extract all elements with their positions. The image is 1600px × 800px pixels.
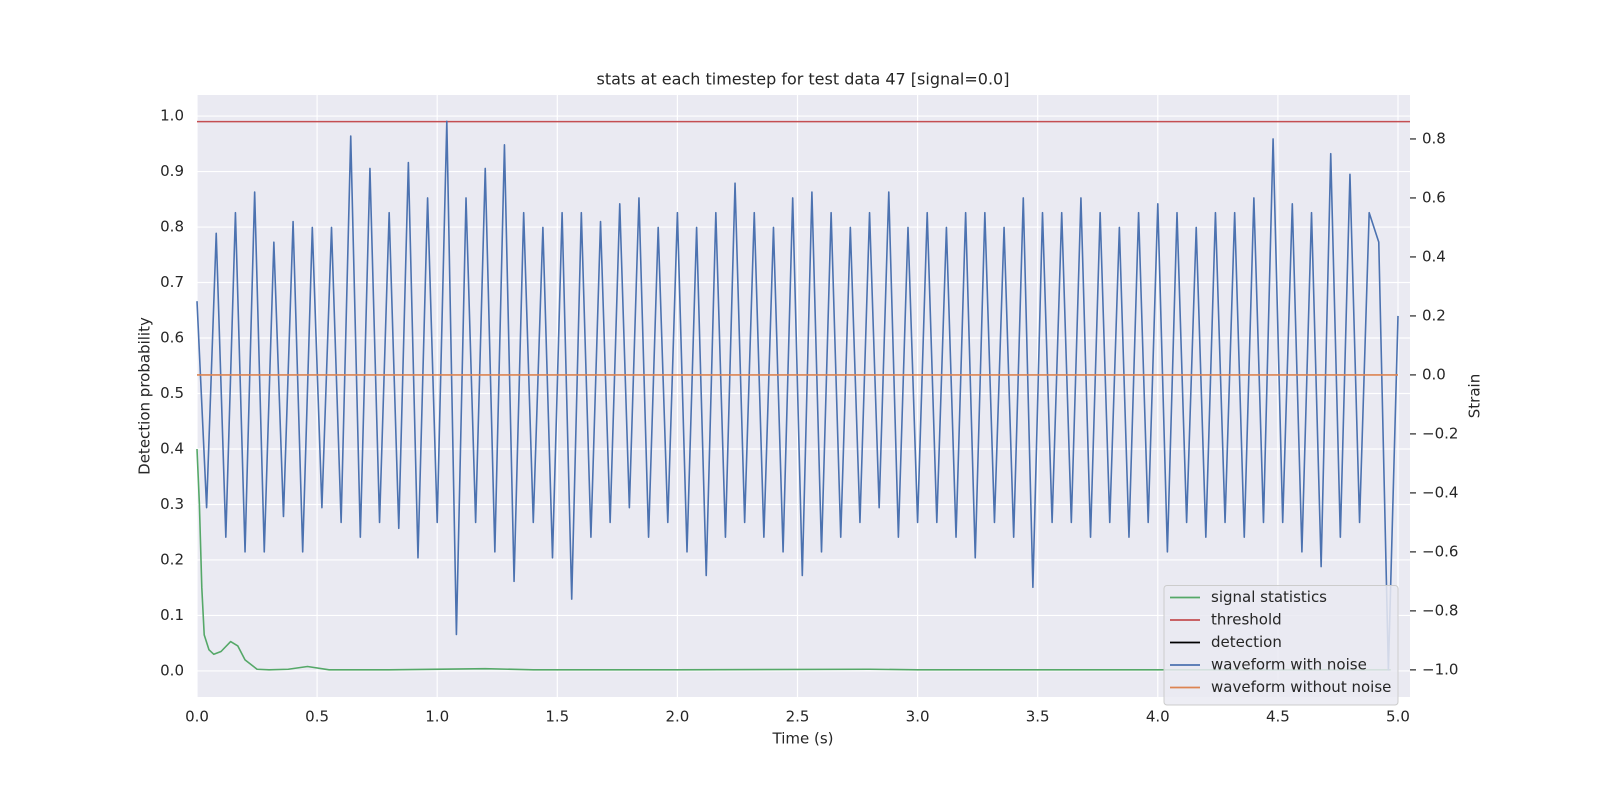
x-tick-label: 5.0 [1386,708,1410,726]
y2-tick-label: 0.4 [1422,247,1446,265]
y-tick-label: 0.9 [160,162,184,180]
legend-label: threshold [1211,611,1282,629]
y-tick-label: 0.0 [160,661,184,679]
x-axis-label: Time (s) [772,730,834,748]
x-tick-label: 1.0 [425,708,449,726]
legend: signal statistics threshold detection wavef… [1163,585,1399,706]
y-axis-label: Detection probability [136,317,154,475]
series-line [196,448,1391,671]
y2-axis-label: Strain [1466,374,1484,418]
series-line [196,120,1399,671]
y2-tick-label: −0.2 [1422,424,1458,442]
y-tick-label: 0.1 [160,606,184,624]
legend-label: waveform with noise [1211,656,1367,674]
x-tick-label: 0.0 [185,708,209,726]
x-tick-label: 2.5 [786,708,810,726]
x-tick-label: 4.0 [1146,708,1170,726]
y-tick-label: 0.5 [160,384,184,402]
x-tick-label: 2.0 [665,708,689,726]
y-tick-label: 0.6 [160,329,184,347]
y2-tick-label: −0.8 [1422,601,1458,619]
y-tick-label: 0.3 [160,495,184,513]
x-tick-label: 3.5 [1026,708,1050,726]
y2-tick-label: −1.0 [1422,660,1458,678]
chart-title: stats at each timestep for test data 47 … [597,70,1010,89]
y-tick-label: 0.7 [160,273,184,291]
y-tick-label: 0.8 [160,218,184,236]
x-tick-label: 4.5 [1266,708,1290,726]
legend-label: signal statistics [1211,588,1327,606]
y-tick-label: 1.0 [160,107,184,125]
x-tick-label: 0.5 [305,708,329,726]
legend-label: waveform without noise [1211,678,1391,696]
y2-tick-label: −0.4 [1422,483,1458,501]
legend-box [1163,585,1399,706]
y2-tick-label: 0.8 [1422,129,1446,147]
y2-tick-label: −0.6 [1422,542,1458,560]
y-tick-label: 0.4 [160,439,184,457]
y2-tick-label: 0.0 [1422,365,1446,383]
y2-tick-label: 0.6 [1422,188,1446,206]
y2-tick-label: 0.2 [1422,306,1446,324]
legend-label: detection [1211,633,1282,651]
x-tick-label: 3.0 [906,708,930,726]
x-tick-label: 1.5 [545,708,569,726]
y-tick-label: 0.2 [160,550,184,568]
